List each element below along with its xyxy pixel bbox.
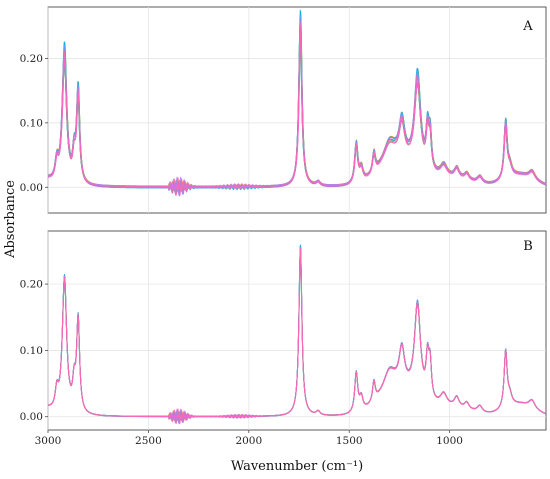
panel-a-series (48, 9, 546, 197)
panel-a-y-tick-label: 0.00 (20, 182, 43, 194)
panel-a-spectrum-line-14 (48, 32, 546, 189)
panel-b-y-tick-label: 0.20 (20, 279, 43, 291)
x-tick-label-2000: 2000 (235, 435, 262, 447)
x-tick-label-2500: 2500 (135, 435, 162, 447)
panel-b: 0.00 0.10 0.20 B (20, 230, 547, 431)
x-tick-label-1500: 1500 (336, 435, 363, 447)
panel-b-y-tick-label: 0.10 (20, 345, 43, 357)
panel-a-spectrum-line-15 (48, 20, 546, 197)
panel-a: 0.00 0.10 0.20 A (20, 6, 547, 214)
y-axis-title: Absorbance (3, 180, 18, 259)
panel-b-y-axis: 0.00 0.10 0.20 (20, 279, 48, 423)
x-axis-title: Wavenumber (cm⁻¹) (231, 459, 363, 474)
x-tick-label-3000: 3000 (35, 435, 62, 447)
x-tick-label-1000: 1000 (436, 435, 463, 447)
x-axis: 3000 2500 2000 1500 1000 (35, 430, 463, 447)
panel-a-y-axis: 0.00 0.10 0.20 (20, 53, 48, 194)
panel-b-grid (47, 231, 546, 430)
panel-b-y-tick-label: 0.00 (20, 411, 43, 423)
panel-a-background (47, 6, 547, 214)
panel-b-series (48, 244, 546, 425)
panel-b-background (47, 230, 547, 431)
panel-a-y-tick-label: 0.10 (20, 117, 43, 129)
panel-b-label: B (523, 239, 533, 254)
panel-a-y-tick-label: 0.20 (20, 53, 43, 65)
panel-a-label: A (522, 19, 533, 34)
panel-b-spectrum-line-15 (48, 247, 546, 425)
